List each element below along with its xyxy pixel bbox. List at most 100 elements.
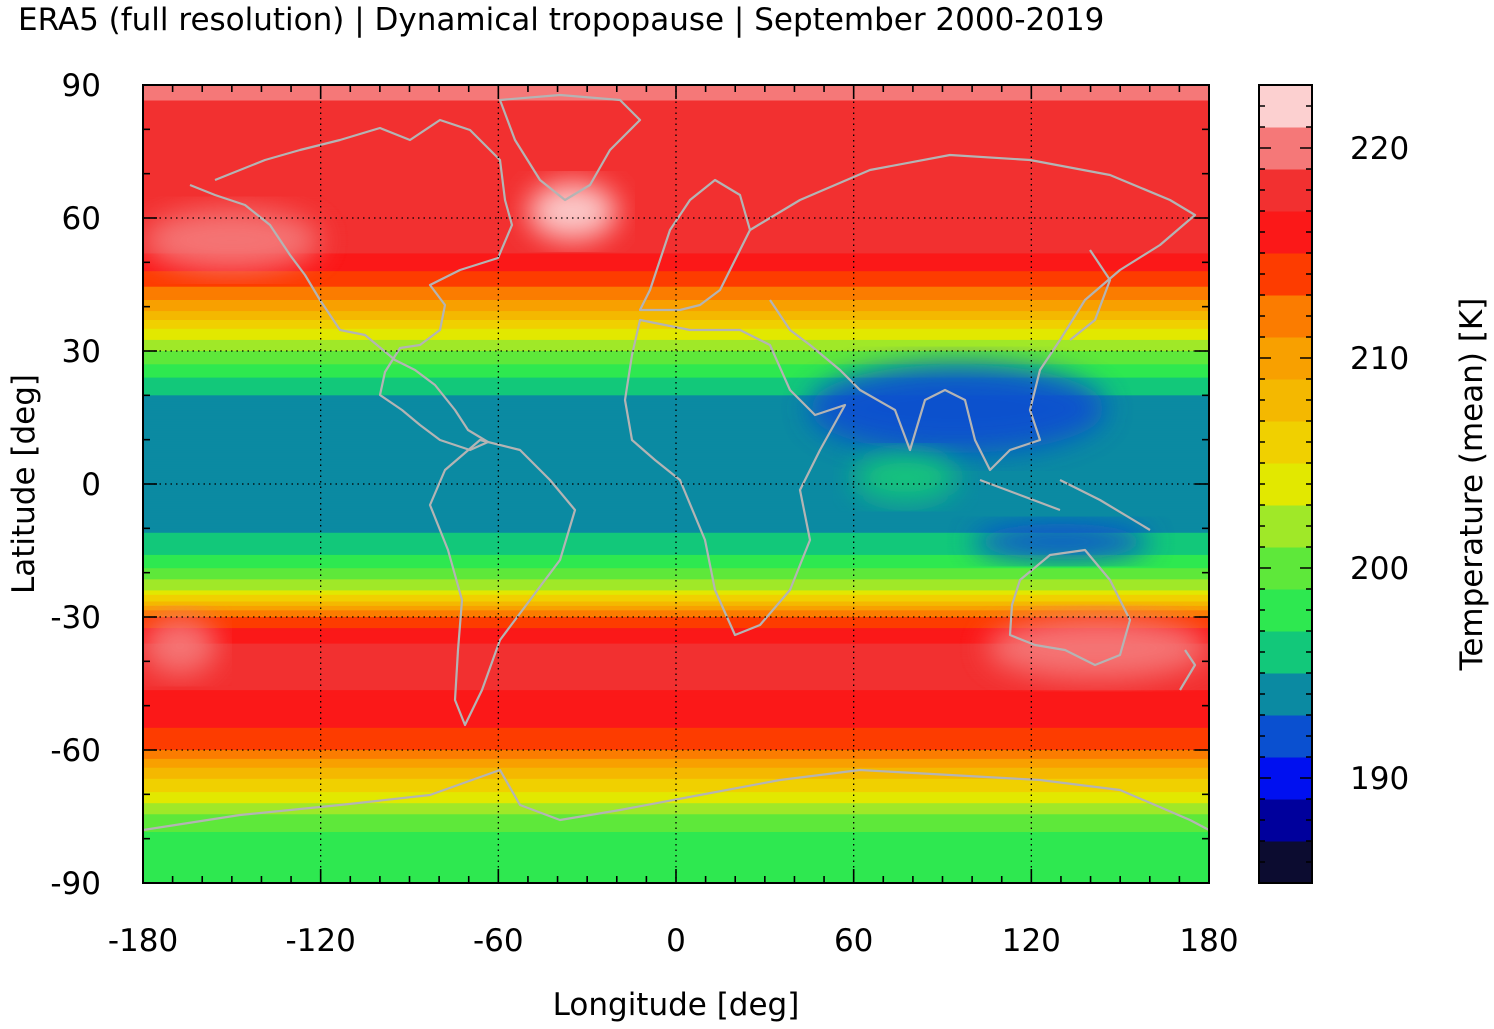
zonal-band [143,393,1209,396]
zonal-band [143,479,1209,483]
anomaly-region [986,617,1209,680]
zonal-band [143,781,1209,784]
zonal-band [143,444,1209,447]
x-tick-label: 0 [666,923,686,959]
zonal-band [143,643,1209,647]
zonal-band [143,492,1209,496]
x-tick-label: -180 [108,923,178,959]
zonal-band [143,182,1209,186]
zonal-band [143,730,1209,733]
zonal-band [143,344,1209,348]
zonal-band [143,721,1209,724]
colorbar-level [1259,169,1312,212]
zonal-band [143,583,1209,587]
zonal-band [143,104,1209,108]
zonal-band [143,563,1209,567]
zonal-band [143,377,1209,381]
zonal-band [143,302,1209,306]
zonal-band [143,109,1209,113]
zonal-band [143,863,1209,866]
zonal-band [143,495,1209,498]
zonal-band [143,446,1209,450]
zonal-band [143,253,1209,257]
zonal-band [143,648,1209,651]
x-tick-label: -120 [285,923,355,959]
zonal-band [143,632,1209,636]
zonal-band [143,539,1209,543]
zonal-band [143,610,1209,614]
y-tick-labels: 90 60 30 0 -30 -60 -90 [50,68,101,902]
zonal-band [143,836,1209,840]
zonal-band [143,404,1209,408]
zonal-band [143,362,1209,365]
zonal-band [143,311,1209,314]
zonal-band [143,240,1209,243]
zonal-band [143,173,1209,177]
zonal-band [143,818,1209,822]
zonal-band [143,162,1209,166]
zonal-band [143,503,1209,507]
zonal-band [143,608,1209,611]
zonal-band [143,169,1209,173]
zonal-band [143,113,1209,117]
axis-tickmarks [142,84,1210,884]
zonal-band [143,712,1209,716]
zonal-band [143,778,1209,782]
zonal-band [143,273,1209,277]
zonal-band [143,120,1209,124]
zonal-band [143,297,1209,301]
zonal-band [143,262,1209,266]
zonal-band [143,457,1209,461]
zonal-band [143,674,1209,678]
zonal-band [143,732,1209,736]
colorbar-level [1259,463,1312,506]
zonal-band [143,532,1209,536]
zonal-band [143,619,1209,623]
zonal-band [143,707,1209,711]
y-axis-label: Latitude [deg] [6,374,42,594]
zonal-band [143,585,1209,589]
y-tick-label: 90 [62,68,101,104]
zonal-band [143,851,1209,855]
zonal-band [143,129,1209,133]
zonal-band [143,153,1209,157]
x-tick-label: 180 [1179,923,1238,959]
zonal-band [143,255,1209,259]
zonal-band [143,202,1209,206]
zonal-band [143,319,1209,323]
zonal-band [143,472,1209,476]
zonal-band [143,765,1209,769]
zonal-band [143,275,1209,279]
zonal-band [143,98,1209,102]
zonal-band [143,466,1209,470]
zonal-band [143,379,1209,383]
zonal-band [143,550,1209,554]
zonal-band [143,410,1209,414]
x-tick-label: -60 [473,923,524,959]
zonal-band [143,428,1209,432]
coastline-japan [1069,249,1112,341]
y-tick-label: 0 [81,467,101,503]
zonal-band [143,333,1209,337]
x-tick-labels: -180 -120 -60 0 60 120 180 [108,923,1239,959]
zonal-band [143,592,1209,596]
zonal-band [143,421,1209,425]
zonal-band [143,566,1209,569]
zonal-band [143,628,1209,631]
zonal-band [143,339,1209,343]
zonal-band [143,158,1209,161]
zonal-band [143,754,1209,758]
colorbar-level [1259,715,1312,758]
anomaly-region [143,209,321,272]
zonal-band [143,291,1209,294]
zonal-band [143,461,1209,465]
y-tick-label: -60 [50,733,101,769]
zonal-band [143,814,1209,818]
zonal-band [143,676,1209,680]
graticule-grid [143,85,1209,883]
y-tick-label: 30 [62,334,101,370]
zonal-band [143,224,1209,228]
zonal-band [143,499,1209,503]
zonal-band [143,286,1209,290]
zonal-band [143,470,1209,474]
